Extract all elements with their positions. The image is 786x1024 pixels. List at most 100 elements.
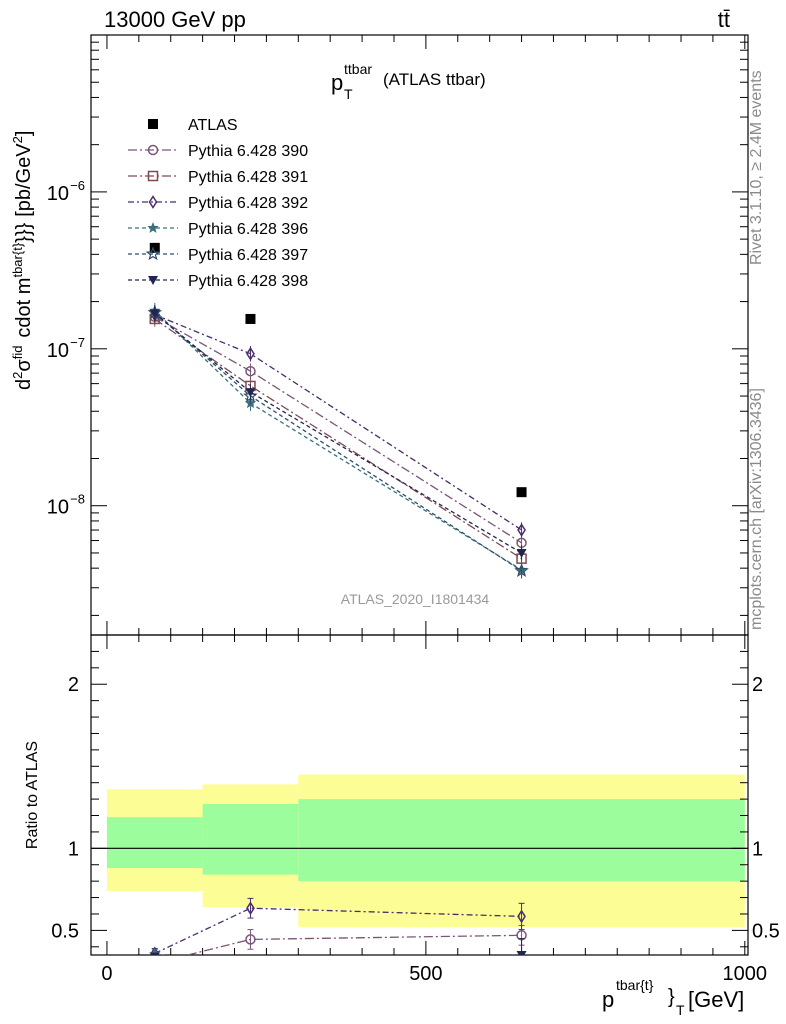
x-tick-label: 500 (409, 963, 442, 985)
rivet-label: Rivet 3.1.10, ≥ 2.4M events (748, 70, 765, 265)
title-sup: ttbar (344, 61, 372, 77)
data-point (245, 388, 256, 398)
legend-entry: ATLAS (148, 117, 238, 134)
legend-marker (148, 276, 158, 285)
ratio-plot: 0 500 1000 0.5 0.5 1 1 2 2 (51, 634, 780, 985)
ratio-y-tick-label-right: 1 (752, 838, 763, 860)
series-line (154, 318, 522, 560)
energy-label: 13000 GeV pp (104, 7, 246, 32)
ratio-point (517, 909, 526, 924)
series-3 (150, 306, 526, 538)
ratio-y-tick-label-right: 2 (752, 674, 763, 696)
ylabel-unit: [pb/GeV (13, 143, 35, 217)
y-tick-label: 10 (47, 340, 69, 362)
y-tick-label: 10 (47, 183, 69, 205)
ratio-y-tick-label-left: 2 (68, 674, 79, 696)
legend-marker (148, 195, 158, 209)
legend-marker (147, 222, 159, 233)
lower-frame (90, 634, 749, 956)
x-tick-label: 1000 (723, 963, 768, 985)
series-2 (149, 311, 527, 567)
y-tick-exponent: −8 (70, 492, 85, 507)
legend-label: Pythia 6.428 391 (188, 169, 308, 186)
site-label: mcplots.cern.ch [arXiv:1306.3436] (748, 388, 765, 630)
series-line (154, 314, 522, 531)
series-1 (149, 309, 527, 551)
legend-label: ATLAS (188, 117, 238, 134)
x-axis-label: p tbar{t} } T [GeV] (602, 977, 744, 1018)
legend: ATLAS Pythia 6.428 390 Pythia 6.428 391 Pyt… (128, 117, 308, 290)
xlabel-main: p (602, 987, 614, 1012)
uncertainty-band-green (106, 817, 203, 869)
ylabel-d: d (13, 379, 35, 390)
ratio-y-tick-label-left: 1 (68, 838, 79, 860)
ylabel-cdot: cdot m (13, 278, 35, 338)
legend-label: Pythia 6.428 398 (188, 273, 308, 290)
ratio-line (154, 953, 167, 955)
ratio-point (245, 934, 256, 945)
legend-entry: Pythia 6.428 390 (128, 143, 308, 160)
ratio-series (149, 897, 527, 973)
data-point (245, 313, 256, 324)
ratio-point (245, 964, 255, 973)
process-label: tt̄ (718, 7, 730, 32)
ratio-series-3 (149, 938, 527, 973)
y-tick-label: 10 (47, 497, 69, 519)
series-line (154, 312, 522, 554)
data-point (245, 365, 256, 377)
ylabel-two: 2 (10, 372, 25, 379)
ylabel-unit-exp: 2 (10, 136, 25, 143)
data-point (149, 242, 160, 253)
ylabel-sigma: σ (13, 359, 35, 372)
data-point (149, 309, 160, 319)
xlabel-brace: } (668, 986, 675, 1008)
legend-entry: Pythia 6.428 392 (128, 195, 308, 212)
legend-marker (148, 119, 158, 129)
title-suffix: (ATLAS ttbar) (383, 70, 486, 89)
ratio-line (185, 934, 522, 955)
y-tick-exponent: −6 (70, 178, 85, 193)
xlabel-unit: [GeV] (688, 987, 744, 1012)
svg-text:d2σfidcdot mtbar{t}}}}[pb/GeV2: d2σfidcdot mtbar{t}}}}[pb/GeV2] (10, 131, 35, 390)
ratio-point (516, 951, 527, 955)
series-4 (149, 302, 528, 578)
y-tick-exponent: −7 (70, 335, 85, 350)
series-line (154, 316, 522, 544)
series-line (154, 310, 522, 571)
data-point (516, 487, 527, 498)
series-line (154, 312, 522, 572)
data-point (517, 523, 526, 537)
ratio-point (516, 957, 527, 968)
data-point (246, 346, 255, 361)
analysis-id: ATLAS_2020_I1801434 (341, 591, 490, 607)
legend-entry: Pythia 6.428 397 (128, 246, 308, 264)
ratio-y-label: Ratio to ATLAS (24, 741, 41, 849)
data-point (514, 563, 529, 577)
ylabel-close: ] (13, 131, 35, 137)
ratio-point (246, 901, 255, 916)
xlabel-sub: T (676, 1002, 685, 1018)
ratio-y-tick-label-left: 0.5 (51, 920, 79, 942)
plot-title: p ttbar T (ATLAS ttbar) (331, 61, 486, 102)
x-tick-label: 0 (101, 963, 112, 985)
title-sub: T (344, 86, 353, 102)
ratio-line (508, 954, 522, 955)
legend-label: Pythia 6.428 390 (188, 143, 308, 160)
legend-marker (147, 144, 159, 156)
series-0 (149, 242, 527, 498)
ylabel-sup: tbar{t} (10, 242, 25, 277)
title-main: p (331, 70, 343, 95)
ratio-point (245, 960, 256, 971)
ratio-point (150, 946, 160, 955)
ratio-point (149, 952, 160, 955)
y-axis-label: d2σfidcdot mtbar{t}}}}[pb/GeV2] (10, 131, 35, 390)
legend-entry: Pythia 6.428 398 (128, 273, 308, 290)
legend-entry: Pythia 6.428 396 (128, 221, 308, 238)
upper-plot: 10−610−710−8 (47, 34, 749, 636)
legend-label: Pythia 6.428 397 (188, 247, 308, 264)
legend-label: Pythia 6.428 396 (188, 221, 308, 238)
legend-marker (145, 246, 161, 261)
xlabel-sup: tbar{t} (616, 977, 654, 993)
ratio-series-0 (185, 924, 527, 955)
